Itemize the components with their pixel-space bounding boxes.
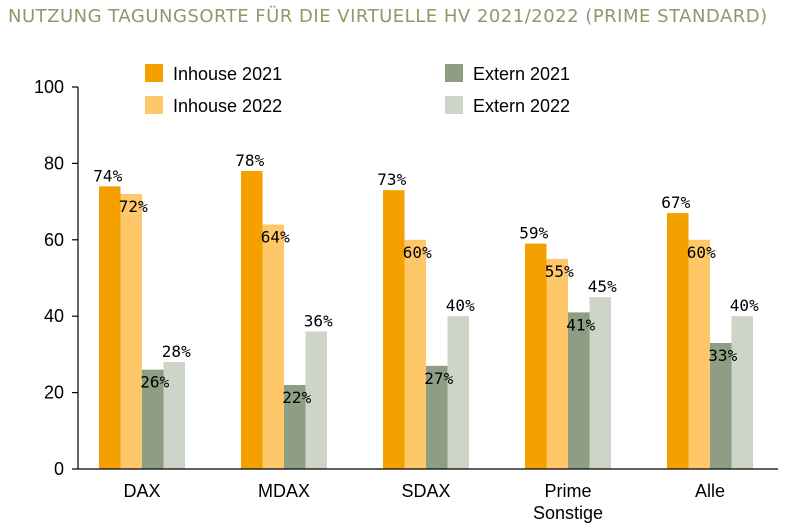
bars — [99, 171, 753, 470]
x-tick-label: Alle — [695, 481, 725, 501]
x-tick-label: MDAX — [258, 481, 310, 501]
data-label: 64% — [261, 228, 290, 247]
bar-inhouse-2021-sdax — [383, 190, 405, 469]
x-tick-label-line: DAX — [123, 481, 160, 501]
y-tick-label: 20 — [44, 383, 64, 403]
data-label: 73% — [377, 170, 406, 189]
bar-extern-2022-mdax — [305, 331, 327, 469]
legend-label: Extern 2022 — [473, 96, 570, 116]
data-label: 60% — [403, 243, 432, 262]
bar-extern-2022-sdax — [447, 316, 469, 469]
bar-extern-2021-alle — [710, 342, 732, 469]
data-labels: 74% 72% 26% 28% 78% 64% 22% 36% 73% 60% 27% 40% 59% 5… — [93, 151, 759, 407]
x-tick-label: DAX — [123, 481, 160, 501]
chart-title: NUTZUNG TAGUNGSORTE FÜR DIE VIRTUELLE HV… — [8, 6, 768, 27]
bar-extern-2021-sdax — [426, 365, 448, 469]
x-tick-label: SDAX — [401, 481, 450, 501]
y-axis: 0 20 40 60 80 100 — [34, 77, 79, 479]
bar-inhouse-2022-alle — [688, 239, 710, 469]
data-label: 67% — [661, 193, 690, 212]
bar-inhouse-2021-dax — [99, 186, 121, 469]
y-tick-label: 40 — [44, 306, 64, 326]
data-label: 59% — [519, 224, 548, 243]
data-label: 36% — [304, 311, 333, 330]
y-tick-label: 0 — [54, 459, 64, 479]
bar-extern-2021-prime-sonstige — [568, 312, 590, 469]
bar-inhouse-2022-prime-sonstige — [546, 258, 568, 469]
data-label: 40% — [730, 296, 759, 315]
legend-label: Inhouse 2021 — [173, 64, 282, 84]
legend-swatch — [445, 96, 463, 114]
x-tick-label-line: Alle — [695, 481, 725, 501]
data-label: 22% — [282, 388, 311, 407]
bar-extern-2022-dax — [163, 362, 185, 469]
y-tick-label: 80 — [44, 153, 64, 173]
bar-extern-2021-mdax — [284, 384, 306, 469]
data-label: 78% — [235, 151, 264, 170]
data-label: 41% — [566, 315, 595, 334]
legend-label: Inhouse 2022 — [173, 96, 282, 116]
bar-inhouse-2021-mdax — [241, 171, 263, 470]
bar-extern-2022-prime-sonstige — [589, 297, 611, 469]
bar-inhouse-2022-mdax — [262, 224, 284, 469]
x-tick-label-line: SDAX — [401, 481, 450, 501]
legend-swatch — [445, 64, 463, 82]
bar-inhouse-2021-prime-sonstige — [525, 243, 547, 469]
legend: Inhouse 2021 Inhouse 2022 Extern 2021 Exter… — [145, 64, 570, 116]
data-label: 28% — [162, 342, 191, 361]
legend-swatch — [145, 64, 163, 82]
bar-inhouse-2021-alle — [667, 213, 689, 469]
bar-extern-2022-alle — [731, 316, 753, 469]
data-label: 45% — [588, 277, 617, 296]
data-label: 72% — [119, 197, 148, 216]
data-label: 74% — [93, 166, 122, 185]
x-tick-label-line: Prime — [544, 481, 591, 501]
data-label: 55% — [545, 262, 574, 281]
data-label: 33% — [708, 346, 737, 365]
data-label: 40% — [446, 296, 475, 315]
bar-extern-2021-dax — [142, 369, 164, 469]
data-label: 26% — [140, 373, 169, 392]
legend-swatch — [145, 96, 163, 114]
x-tick-label: Prime Sonstige — [533, 481, 603, 523]
bar-inhouse-2022-dax — [120, 193, 142, 469]
x-tick-label-line: Sonstige — [533, 503, 603, 523]
data-label: 60% — [687, 243, 716, 262]
y-tick-label: 60 — [44, 230, 64, 250]
x-tick-label-line: MDAX — [258, 481, 310, 501]
data-label: 27% — [424, 369, 453, 388]
x-axis: DAX MDAX SDAX Prime Sonstige Alle — [78, 468, 778, 523]
legend-label: Extern 2021 — [473, 64, 570, 84]
bar-inhouse-2022-sdax — [404, 239, 426, 469]
y-tick-label: 100 — [34, 77, 64, 97]
